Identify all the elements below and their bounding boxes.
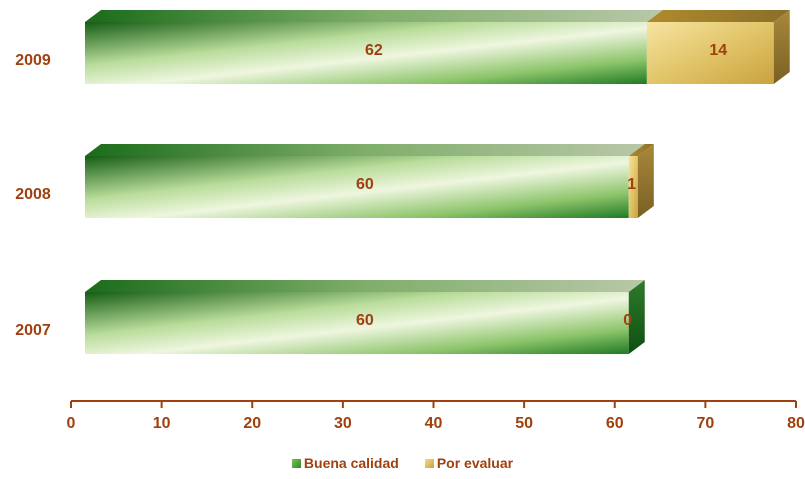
bar-side-face — [637, 144, 654, 218]
data-label: 1 — [627, 176, 636, 193]
x-tick-label: 0 — [67, 415, 76, 432]
data-label: 60 — [356, 176, 374, 193]
bar-top-face — [85, 280, 645, 292]
category-labels: 2009 2008 2007 — [15, 52, 51, 339]
category-label: 2008 — [15, 186, 51, 203]
legend: Buena calidad Por evaluar — [0, 455, 805, 471]
x-axis: 0 10 20 30 40 50 60 70 80 — [67, 400, 805, 432]
bar-top-face — [646, 10, 790, 22]
bar-side-face — [628, 280, 645, 354]
bar-side-face — [773, 10, 790, 84]
x-tick-label: 20 — [243, 415, 261, 432]
legend-swatch-green — [291, 458, 301, 468]
data-label: 14 — [709, 42, 727, 59]
bar-segment-por-evaluar-2008 — [628, 156, 638, 218]
data-label: 60 — [356, 312, 374, 329]
x-tick-label: 40 — [425, 415, 443, 432]
category-label: 2007 — [15, 322, 51, 339]
bar-segment-buena-calidad-2009 — [85, 22, 647, 84]
legend-swatch-gold — [424, 458, 434, 468]
bar-segment-por-evaluar-2009 — [646, 22, 774, 84]
category-label: 2009 — [15, 52, 51, 69]
x-tick-label: 50 — [515, 415, 533, 432]
x-tick-label: 10 — [153, 415, 171, 432]
x-tick-label: 70 — [696, 415, 714, 432]
legend-item-por-evaluar: Por evaluar — [424, 455, 514, 471]
bar-top-face — [85, 144, 645, 156]
data-label: 62 — [365, 42, 383, 59]
x-tick-label: 30 — [334, 415, 352, 432]
legend-item-buena-calidad: Buena calidad — [291, 455, 399, 471]
legend-label: Buena calidad — [303, 455, 399, 471]
legend-label: Por evaluar — [436, 455, 514, 471]
bar-top-face — [628, 144, 654, 156]
bars-group: 62 14 60 1 60 0 — [85, 10, 790, 354]
bar-segment-buena-calidad-2008 — [85, 156, 629, 218]
bar-top-face — [85, 10, 663, 22]
x-tick-label: 60 — [606, 415, 624, 432]
data-label: 0 — [623, 312, 632, 329]
bar-segment-buena-calidad-2007 — [85, 292, 629, 354]
x-tick-label: 80 — [787, 415, 805, 432]
